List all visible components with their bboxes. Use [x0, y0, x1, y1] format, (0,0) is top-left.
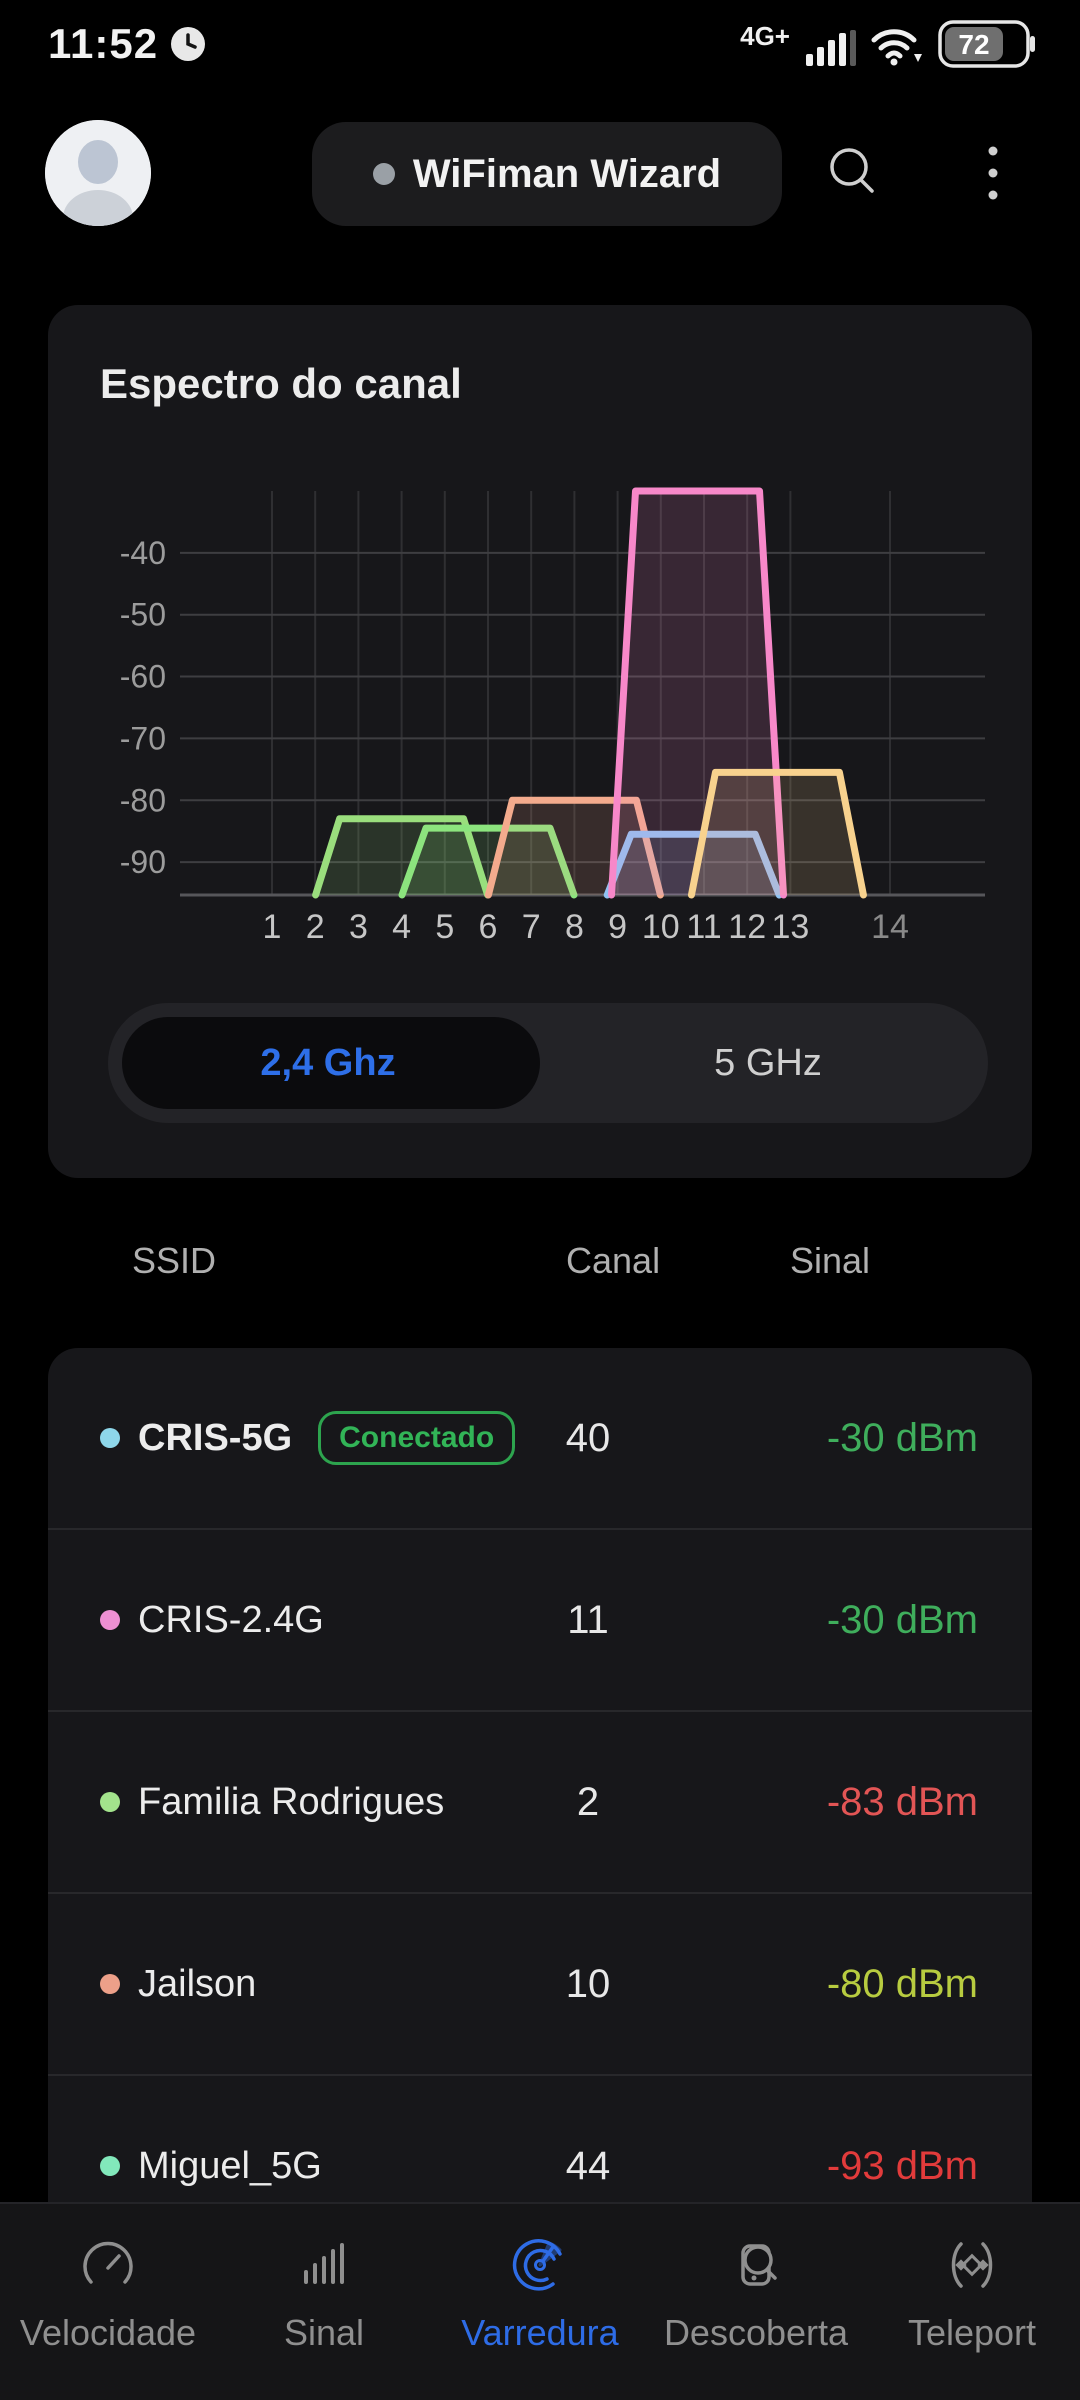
network-channel: 2: [576, 1779, 600, 1824]
kebab-menu-icon[interactable]: [978, 140, 1008, 206]
x-axis-tick-label: 5: [435, 908, 454, 946]
y-axis-tick-label: -60: [120, 659, 166, 695]
network-signal: -83 dBm: [826, 1779, 978, 1824]
network-row[interactable]: CRIS-5G Conectado 40 -30 dBm: [48, 1348, 1032, 1530]
signal-bars-icon: [806, 30, 856, 66]
connected-badge: Conectado: [318, 1411, 516, 1465]
y-axis-tick-label: -80: [120, 782, 166, 818]
network-ssid: CRIS-2.4G: [138, 1598, 324, 1641]
y-axis-tick-label: -70: [120, 720, 166, 756]
spectrum-curve-fill: [607, 834, 780, 895]
spectrum-card-title: Espectro do canal: [100, 360, 462, 407]
network-color-dot: [100, 2156, 120, 2176]
x-axis-tick-label: 12: [728, 908, 766, 946]
nav-label: Velocidade: [19, 2312, 197, 2353]
spectrum-curve: [687, 768, 867, 899]
channel-spectrum-chart: -40-50-60-70-80-901 2 3 4 5 6 7 8 9 10 11 12 13 14: [120, 487, 985, 946]
segment-thumb: [122, 1017, 540, 1109]
bottom-nav: Velocidade Sinal Varredura: [0, 2202, 1080, 2400]
network-signal: -93 dBm: [826, 2143, 978, 2188]
radar-icon: [512, 2239, 562, 2291]
network-color-dot: [100, 1974, 120, 1994]
network-row[interactable]: CRIS-2.4G 11 -30 dBm: [48, 1530, 1032, 1712]
nav-item-sinal[interactable]: Sinal: [216, 2204, 432, 2400]
x-axis-tick-label: 10: [642, 908, 680, 946]
y-axis-tick-label: -90: [120, 844, 166, 880]
band-segmented-control: 2,4 Ghz 5 GHz: [108, 1003, 988, 1123]
speedometer-icon: [83, 2241, 133, 2284]
x-axis-tick-label: 11: [686, 908, 721, 946]
wizard-label: WiFiman Wizard: [412, 151, 722, 196]
network-type-label: 4G+: [740, 21, 790, 51]
spectrum-curve-fill: [691, 772, 864, 895]
network-ssid: Miguel_5G: [138, 2144, 322, 2187]
nav-label: Sinal: [283, 2312, 365, 2353]
network-color-dot: [100, 1610, 120, 1630]
x-axis-tick-label: 2: [306, 908, 325, 946]
network-channel: 11: [567, 1597, 609, 1642]
band-option-2-4ghz[interactable]: 2,4 Ghz: [260, 1041, 396, 1084]
nav-item-varredura[interactable]: Varredura: [432, 2204, 648, 2400]
nav-item-teleport[interactable]: Teleport: [864, 2204, 1080, 2400]
network-channel: 44: [565, 2143, 611, 2188]
spectrum-curve: [608, 487, 788, 899]
spectrum-curve-fill: [315, 818, 488, 895]
clock-time: 11:52: [48, 20, 159, 67]
avatar[interactable]: [45, 120, 151, 226]
x-axis-tick-label: 7: [522, 908, 541, 946]
spectrum-curve-fill: [402, 828, 574, 895]
spectrum-curve: [603, 830, 783, 899]
network-signal: -30 dBm: [826, 1415, 978, 1460]
spectrum-curve-fill: [611, 491, 784, 895]
network-color-dot: [100, 1428, 120, 1448]
spectrum-curve: [398, 824, 578, 899]
spectrum-card: Espectro do canal -40 -50 -60 -70 -80 -90 1 2 3 4…: [48, 305, 1032, 1178]
y-axis-tick-label: -50: [120, 597, 166, 633]
teleport-icon: [951, 2242, 993, 2288]
wifi-icon: [871, 29, 922, 66]
header-canal: Canal: [566, 1240, 661, 1281]
status-dot: [372, 163, 395, 185]
network-ssid: Jailson: [138, 1962, 257, 2005]
band-option-5ghz[interactable]: 5 GHz: [714, 1041, 822, 1084]
network-row[interactable]: Jailson 10 -80 dBm: [48, 1894, 1032, 2076]
nav-item-velocidade[interactable]: Velocidade: [0, 2204, 216, 2400]
x-axis-tick-label: 8: [565, 908, 584, 946]
nav-item-descoberta[interactable]: Descoberta: [648, 2204, 864, 2400]
x-axis-tick-label: 6: [479, 908, 498, 946]
header-sinal: Sinal: [790, 1240, 871, 1281]
network-color-dot: [100, 1792, 120, 1812]
device-search-icon: [741, 2244, 777, 2286]
header-ssid: SSID: [132, 1240, 217, 1281]
spectrum-curve: [484, 796, 664, 899]
network-channel: 40: [565, 1415, 611, 1460]
network-channel: 10: [565, 1961, 611, 2006]
nav-label: Descoberta: [663, 2312, 849, 2353]
y-axis-tick-label: -40: [120, 535, 166, 571]
x-axis-tick-label: 13: [771, 908, 809, 946]
spectrum-curve: [312, 815, 492, 899]
x-axis-tick-label: 14: [871, 908, 909, 946]
x-axis-tick-label: 3: [349, 908, 368, 946]
network-ssid: CRIS-5G: [138, 1416, 293, 1459]
battery-percent: 72: [958, 29, 989, 60]
alarm-clock-icon: [171, 27, 206, 61]
network-signal: -80 dBm: [826, 1961, 978, 2006]
search-icon[interactable]: [820, 140, 886, 206]
nav-label: Teleport: [907, 2312, 1037, 2353]
x-axis-tick-label: 9: [608, 908, 627, 946]
network-signal: -30 dBm: [826, 1597, 978, 1642]
signal-chart-icon: [304, 2243, 344, 2284]
x-axis-tick-label: 1: [263, 908, 282, 946]
nav-label: Varredura: [461, 2312, 619, 2353]
status-bar: 11:52 4G+: [48, 14, 1036, 74]
network-ssid: Familia Rodrigues: [138, 1780, 445, 1823]
x-axis-tick-label: 4: [392, 908, 411, 946]
person-icon: [45, 120, 151, 226]
battery-icon: 72: [938, 20, 1035, 68]
network-row[interactable]: Familia Rodrigues 2 -83 dBm: [48, 1712, 1032, 1894]
wifiman-wizard-pill[interactable]: WiFiman Wizard: [312, 122, 782, 226]
